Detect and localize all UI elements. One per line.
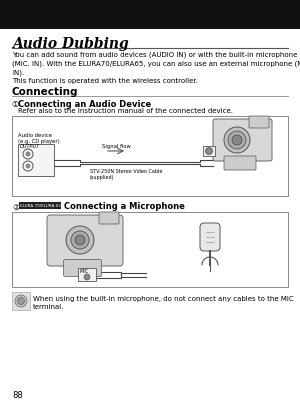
Text: Signal flow: Signal flow [102,144,131,149]
Text: Audio Dubbing: Audio Dubbing [12,37,129,51]
Text: MIC: MIC [80,269,89,273]
Text: You can add sound from audio devices (AUDIO IN) or with the built-in microphone
: You can add sound from audio devices (AU… [12,52,300,84]
Text: 88: 88 [12,390,23,399]
Text: Connecting: Connecting [12,87,79,97]
Text: STV-250N Stereo Video Cable
(supplied): STV-250N Stereo Video Cable (supplied) [90,168,162,180]
Text: Refer also to the instruction manual of the connected device.: Refer also to the instruction manual of … [18,108,233,114]
Circle shape [71,231,89,249]
Bar [12,292,30,310]
Text: When using the built-in microphone, do not connect any cables to the MIC
termina: When using the built-in microphone, do n… [33,295,294,309]
FancyBboxPatch shape [64,260,101,277]
Bar [12,117,288,196]
FancyBboxPatch shape [249,117,269,129]
Circle shape [17,298,25,305]
Bar [0,0,300,30]
Text: ①: ① [12,100,22,109]
Bar [203,147,215,157]
Circle shape [232,136,242,146]
Text: ELURA 70/ELURA 65: ELURA 70/ELURA 65 [20,204,61,208]
Circle shape [26,164,31,169]
Text: Connecting a Microphone: Connecting a Microphone [64,202,185,211]
Text: Connecting an Audio Device: Connecting an Audio Device [18,100,151,109]
Circle shape [224,128,250,153]
Circle shape [75,235,85,245]
Bar [12,213,288,287]
Text: ②: ② [12,202,20,211]
Circle shape [66,226,94,254]
Circle shape [84,274,90,280]
FancyBboxPatch shape [224,157,256,171]
Circle shape [206,148,212,155]
Text: OUTPUT: OUTPUT [20,144,40,149]
Text: Audio device
(e.g. CD player): Audio device (e.g. CD player) [18,133,60,144]
FancyBboxPatch shape [213,120,272,162]
FancyBboxPatch shape [200,224,220,252]
Circle shape [15,295,27,307]
Bar [78,269,96,281]
Bar [19,202,61,209]
Circle shape [26,152,31,157]
Circle shape [228,132,246,149]
FancyBboxPatch shape [99,213,119,224]
FancyBboxPatch shape [47,215,123,266]
Bar [18,145,54,177]
